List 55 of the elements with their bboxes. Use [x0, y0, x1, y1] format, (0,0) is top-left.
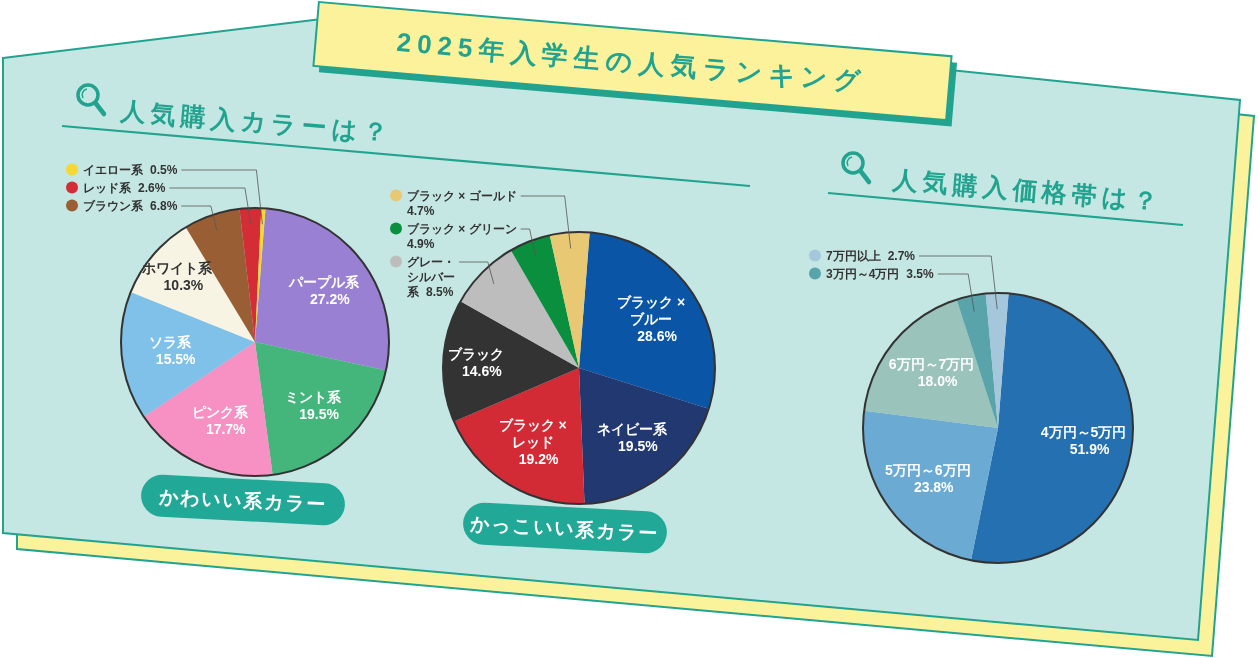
- pie-slice: [549, 232, 590, 368]
- data-label: 51.9%: [1069, 440, 1110, 457]
- pie-slice: [121, 292, 255, 417]
- data-label: 3.5%: [906, 267, 935, 281]
- slice-label: 5万円～6万円: [884, 461, 971, 478]
- data-label: 19.5%: [618, 437, 659, 454]
- data-label: 4.7%: [407, 204, 435, 218]
- pie-slice: [863, 410, 998, 561]
- slice-label: ネイビー系: [596, 420, 668, 437]
- data-label: 10.3%: [163, 276, 204, 293]
- chart-title: 人気購入価格帯は？: [890, 165, 1164, 216]
- chart-subtitle: 人気購入カラーは？: [118, 96, 394, 147]
- slice-label: 4万円～5万円: [1040, 423, 1127, 440]
- data-label: 23.8%: [913, 478, 955, 495]
- legend-label: ブラック × ゴールド: [407, 189, 517, 203]
- data-label: 4.9%: [407, 237, 435, 251]
- data-label: 14.6%: [461, 362, 503, 379]
- data-label: 8.5%: [426, 285, 454, 299]
- data-label: 28.6%: [637, 328, 678, 345]
- data-label: 2.6%: [138, 181, 166, 195]
- slice-label: ソラ系: [148, 334, 192, 351]
- data-label: 15.5%: [155, 351, 197, 368]
- legend-label: ブラック × グリーン: [407, 222, 517, 236]
- pie-slice: [255, 342, 386, 475]
- data-label: 27.2%: [310, 291, 351, 308]
- pie-slice: [864, 299, 998, 428]
- legend-label: ブラウン系: [83, 199, 144, 213]
- slice-label: ミント系: [285, 388, 343, 405]
- pie-slice: [579, 368, 709, 504]
- slice-label: 6万円～7万円: [888, 356, 975, 373]
- text: 2025年入学生の人気ランキング: [395, 26, 869, 98]
- legend-label: イエロー系: [83, 163, 144, 177]
- legend-label: 3万円～4万円: [826, 267, 900, 281]
- data-label: 19.2%: [518, 450, 559, 467]
- slice-label: パープル系: [287, 274, 360, 291]
- slice-label: ブラック × ブルー: [617, 294, 686, 328]
- text: かわいい系カラー: [157, 485, 328, 516]
- data-label: 18.0%: [917, 373, 958, 390]
- pie-slice: [510, 235, 579, 368]
- data-label: 17.7%: [205, 420, 247, 437]
- slice-label: ピンク系: [191, 403, 249, 420]
- data-label: 6.8%: [150, 199, 178, 213]
- data-label: 2.7%: [887, 249, 916, 263]
- legend-label: レッド系: [83, 181, 132, 195]
- pie-slice: [454, 368, 585, 504]
- pie-slice: [971, 293, 1133, 563]
- pie-slice: [255, 208, 389, 371]
- slice-label: ブラック: [447, 345, 504, 362]
- pie-slice: [579, 232, 715, 409]
- slice-label: ブラック × レッド: [498, 416, 567, 450]
- data-label: 19.5%: [299, 405, 340, 422]
- data-label: 0.5%: [150, 163, 178, 177]
- legend-label: 7万円以上: [826, 249, 881, 263]
- text: かっこいい系カラー: [469, 513, 660, 544]
- slice-label: ホワイト系: [141, 259, 214, 276]
